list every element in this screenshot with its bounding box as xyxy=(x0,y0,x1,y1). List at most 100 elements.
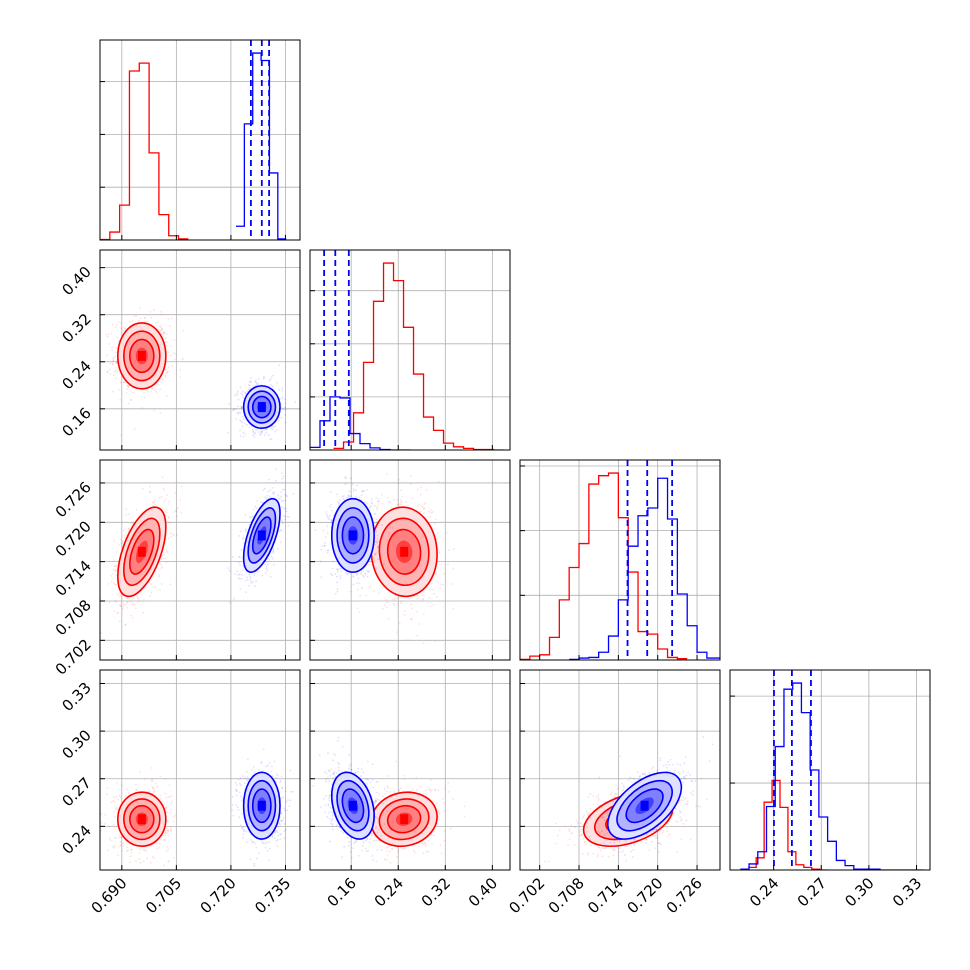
scatter-point xyxy=(314,529,317,532)
scatter-point xyxy=(253,433,256,435)
scatter-point xyxy=(154,503,157,506)
scatter-point xyxy=(338,502,340,505)
scatter-point xyxy=(390,506,393,509)
scatter-point xyxy=(122,845,125,847)
scatter-point xyxy=(249,516,251,519)
scatter-point xyxy=(173,856,175,859)
scatter-point xyxy=(280,491,283,494)
scatter-point xyxy=(143,396,146,399)
scatter-point xyxy=(126,601,129,604)
scatter-point xyxy=(149,595,151,598)
scatter-point xyxy=(108,601,111,604)
scatter-point xyxy=(170,802,173,805)
scatter-point xyxy=(171,532,174,535)
panel-2-2 xyxy=(519,459,721,661)
scatter-point xyxy=(257,570,260,573)
scatter-point xyxy=(283,507,285,510)
scatter-point xyxy=(438,550,441,553)
scatter-point xyxy=(401,501,404,503)
scatter-point xyxy=(120,539,122,541)
scatter-point xyxy=(418,503,421,505)
scatter-point xyxy=(374,505,376,507)
scatter-point xyxy=(255,429,257,432)
scatter-point xyxy=(148,790,151,793)
scatter-point xyxy=(341,495,344,498)
scatter-point xyxy=(110,581,113,583)
scatter-point xyxy=(262,377,265,380)
scatter-point xyxy=(168,516,171,519)
scatter-point xyxy=(161,583,163,585)
scatter-point xyxy=(169,345,172,347)
scatter-point xyxy=(271,487,274,489)
scatter-point xyxy=(238,573,241,576)
scatter-point xyxy=(399,501,402,504)
panel-frame xyxy=(519,459,721,661)
scatter-point xyxy=(376,538,379,540)
scatter-point xyxy=(151,387,154,390)
scatter-point xyxy=(149,490,152,493)
scatter-point xyxy=(162,864,165,867)
scatter-point xyxy=(232,409,234,412)
scatter-point xyxy=(410,483,413,486)
scatter-point xyxy=(241,537,244,540)
scatter-point xyxy=(118,836,121,839)
scatter-point xyxy=(119,836,122,839)
scatter-point xyxy=(273,491,276,494)
contour-line xyxy=(247,390,277,424)
scatter-point xyxy=(254,432,257,434)
scatter-point xyxy=(115,574,118,577)
scatter-point xyxy=(416,488,419,491)
scatter-point xyxy=(258,431,260,434)
scatter-point xyxy=(374,544,377,546)
scatter-point xyxy=(241,421,244,424)
scatter-point xyxy=(173,358,176,361)
scatter-point xyxy=(276,547,279,550)
scatter-point xyxy=(284,499,287,502)
scatter-point xyxy=(259,433,262,435)
scatter-point xyxy=(283,518,286,521)
scatter-point xyxy=(130,852,133,854)
scatter-point xyxy=(284,398,286,401)
scatter-point xyxy=(352,488,355,491)
scatter-point xyxy=(117,798,119,801)
scatter-point xyxy=(436,532,439,534)
scatter-point xyxy=(264,571,267,574)
scatter-point xyxy=(123,602,125,605)
scatter-point xyxy=(172,820,175,823)
scatter-point xyxy=(367,571,370,574)
scatter-point xyxy=(159,325,162,327)
scatter-point xyxy=(375,521,378,524)
scatter-point xyxy=(168,521,170,524)
scatter-point xyxy=(167,860,170,863)
scatter-point xyxy=(269,378,272,381)
scatter-point xyxy=(133,315,136,318)
scatter-point xyxy=(366,489,368,491)
scatter-point xyxy=(238,535,241,537)
scatter-point xyxy=(265,498,268,501)
scatter-point xyxy=(344,483,347,485)
contour-line xyxy=(123,330,161,382)
scatter-point xyxy=(264,428,267,431)
scatter-point xyxy=(375,518,378,521)
scatter-point xyxy=(330,519,333,522)
histogram-series-0 xyxy=(333,262,504,450)
density-peak xyxy=(257,402,266,413)
scatter-point xyxy=(239,412,242,415)
scatter-point xyxy=(417,597,420,600)
scatter-point xyxy=(109,373,112,376)
scatter-point xyxy=(277,419,280,422)
scatter-point xyxy=(284,406,286,409)
scatter-point xyxy=(428,510,430,513)
scatter-point xyxy=(430,582,433,585)
scatter-point xyxy=(179,499,181,502)
scatter-point xyxy=(282,475,285,478)
scatter-point xyxy=(142,488,144,490)
scatter-point xyxy=(152,791,155,793)
scatter-point xyxy=(161,313,163,316)
scatter-point xyxy=(167,502,170,505)
scatter-point xyxy=(108,825,111,827)
scatter-point xyxy=(165,806,168,808)
scatter-point xyxy=(233,408,236,411)
scatter-point xyxy=(277,498,280,501)
scatter-point xyxy=(266,494,269,497)
